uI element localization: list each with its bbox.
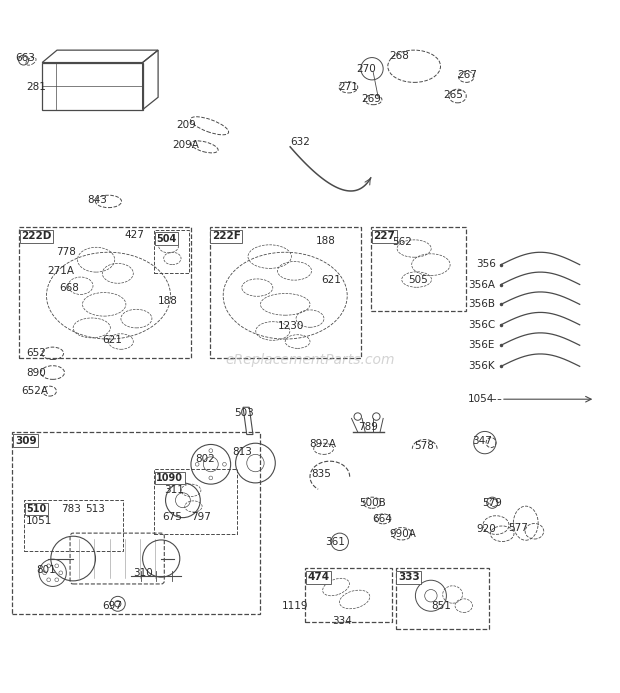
Text: 310: 310	[133, 568, 153, 578]
Text: 632: 632	[290, 137, 310, 147]
Text: 579: 579	[482, 498, 502, 508]
Text: 513: 513	[86, 504, 105, 514]
Text: 664: 664	[372, 514, 392, 524]
Text: 892A: 892A	[309, 439, 336, 450]
Text: 990A: 990A	[389, 529, 416, 538]
Text: eReplacementParts.com: eReplacementParts.com	[225, 353, 395, 367]
Text: 578: 578	[414, 441, 434, 450]
Text: 356B: 356B	[468, 299, 495, 309]
Text: 500B: 500B	[360, 498, 386, 508]
Text: 361: 361	[326, 537, 345, 547]
Bar	[210, 227, 361, 358]
Text: 356: 356	[476, 259, 496, 269]
Text: 227: 227	[373, 231, 395, 241]
Text: 356E: 356E	[468, 340, 495, 350]
Text: 268: 268	[389, 51, 409, 62]
Bar	[154, 469, 237, 534]
Text: 675: 675	[162, 512, 182, 522]
Text: 843: 843	[87, 195, 107, 205]
Text: 1090: 1090	[156, 473, 184, 483]
Text: 621: 621	[321, 274, 341, 285]
Bar	[396, 568, 489, 629]
Text: 505: 505	[408, 274, 428, 285]
Text: 504: 504	[156, 234, 177, 244]
Text: 271A: 271A	[47, 266, 74, 276]
Bar	[12, 432, 260, 614]
Text: 222D: 222D	[21, 231, 51, 241]
Text: 663: 663	[16, 53, 35, 63]
Text: 271: 271	[338, 82, 358, 92]
Text: 270: 270	[356, 64, 376, 73]
Text: 697: 697	[102, 601, 122, 611]
Text: 621: 621	[102, 335, 122, 345]
Text: 474: 474	[308, 572, 330, 582]
Text: 356C: 356C	[468, 319, 495, 330]
Text: 503: 503	[234, 408, 254, 419]
Text: 309: 309	[15, 436, 37, 446]
Text: 265: 265	[443, 90, 463, 100]
Text: 188: 188	[316, 236, 336, 246]
Text: 778: 778	[56, 247, 76, 257]
Text: 269: 269	[361, 94, 381, 103]
Text: 222F: 222F	[212, 231, 241, 241]
Text: 188: 188	[157, 296, 177, 306]
Text: 835: 835	[311, 468, 331, 479]
Text: 577: 577	[508, 523, 528, 532]
Bar	[24, 500, 123, 551]
Text: 334: 334	[332, 615, 352, 626]
Bar	[154, 230, 189, 273]
Text: 802: 802	[195, 455, 215, 464]
Text: 789: 789	[358, 422, 378, 432]
Bar	[19, 227, 191, 358]
Text: 333: 333	[398, 572, 420, 582]
Text: 209: 209	[177, 119, 197, 130]
Text: 783: 783	[61, 504, 81, 514]
Text: 209A: 209A	[172, 140, 199, 150]
Text: 1230: 1230	[278, 321, 304, 331]
Text: 652A: 652A	[22, 386, 49, 396]
Text: 356K: 356K	[468, 361, 495, 371]
Text: 851: 851	[431, 601, 451, 611]
Text: 427: 427	[124, 230, 144, 240]
Text: 281: 281	[26, 82, 46, 92]
Text: 668: 668	[60, 283, 79, 292]
Text: 652: 652	[26, 348, 46, 358]
Bar	[305, 568, 392, 622]
Text: 801: 801	[36, 565, 56, 574]
Text: 1051: 1051	[26, 516, 53, 527]
Text: 267: 267	[458, 70, 477, 80]
Text: 1054: 1054	[468, 394, 495, 404]
Text: 813: 813	[232, 447, 252, 457]
Text: 356A: 356A	[468, 279, 495, 290]
Text: 311: 311	[164, 485, 184, 495]
Text: 890: 890	[26, 367, 46, 378]
Text: 1119: 1119	[282, 601, 309, 611]
Text: 347: 347	[472, 436, 492, 446]
Text: 562: 562	[392, 237, 412, 247]
Text: 510: 510	[26, 504, 46, 514]
Text: 920: 920	[476, 525, 496, 534]
Bar	[371, 227, 466, 310]
Text: 797: 797	[191, 512, 211, 522]
